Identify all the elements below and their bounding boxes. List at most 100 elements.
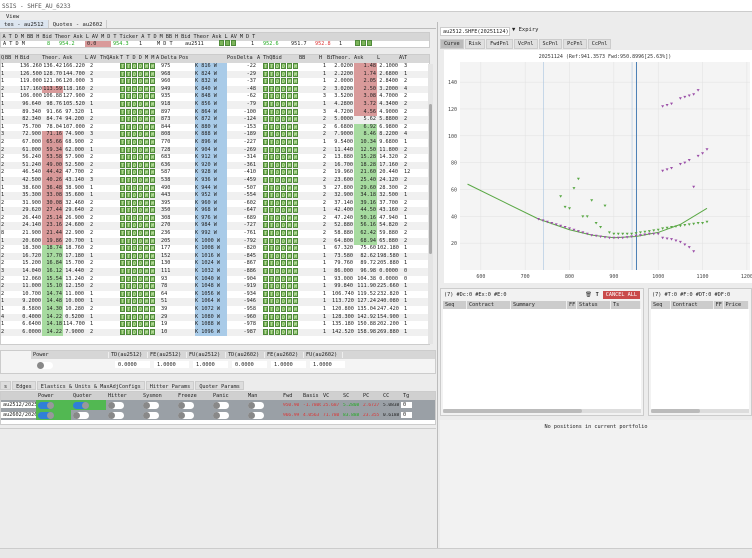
status-box[interactable]: T — [269, 192, 274, 199]
param-input[interactable]: 1.0000 — [310, 361, 345, 368]
status-box[interactable]: D — [138, 252, 143, 259]
status-box[interactable]: D — [138, 321, 143, 328]
status-box[interactable]: D — [281, 237, 286, 244]
status-box[interactable]: D — [132, 207, 137, 214]
status-box[interactable]: M — [293, 214, 298, 221]
status-box[interactable]: M — [144, 313, 149, 320]
status-box[interactable]: M — [150, 230, 155, 237]
status-box[interactable]: M — [144, 116, 149, 123]
status-box[interactable]: M — [293, 283, 298, 290]
status-box[interactable]: T — [269, 321, 274, 328]
param-input[interactable]: 1.0000 — [193, 361, 228, 368]
status-box[interactable]: M — [287, 207, 292, 214]
status-box[interactable]: M — [150, 222, 155, 229]
trash-icon[interactable]: 🗑 — [585, 292, 592, 298]
chart-tab-scpnl[interactable]: ScPnl — [538, 39, 563, 49]
status-box[interactable]: M — [287, 298, 292, 305]
toggle-switch[interactable] — [108, 401, 124, 409]
status-box[interactable]: D — [132, 93, 137, 100]
status-box[interactable]: D — [138, 138, 143, 145]
status-box[interactable]: M — [150, 184, 155, 191]
status-box[interactable]: D — [281, 230, 286, 237]
status-box[interactable]: M — [287, 131, 292, 138]
status-box[interactable]: D — [281, 192, 286, 199]
status-box[interactable]: M — [287, 63, 292, 69]
status-box[interactable]: T — [120, 63, 125, 69]
status-box[interactable]: D — [132, 85, 137, 92]
toggle-switch[interactable] — [143, 401, 159, 409]
status-box[interactable]: T — [263, 63, 268, 69]
status-box[interactable]: T — [263, 275, 268, 282]
status-box[interactable]: T — [126, 306, 131, 312]
status-box[interactable]: T — [120, 176, 125, 183]
status-box[interactable]: T — [126, 222, 131, 229]
orders-col-header[interactable]: Seq — [443, 301, 467, 309]
status-box[interactable]: M — [293, 237, 298, 244]
status-box[interactable]: T — [120, 268, 125, 275]
status-box[interactable]: T — [263, 230, 268, 237]
status-box[interactable]: D — [275, 116, 280, 123]
status-box[interactable]: M — [144, 268, 149, 275]
status-box[interactable]: T — [120, 298, 125, 305]
status-box[interactable]: T — [126, 230, 131, 237]
status-box[interactable]: T — [126, 70, 131, 77]
status-box[interactable]: M — [144, 176, 149, 183]
status-box[interactable]: T — [120, 70, 125, 77]
status-box[interactable]: M — [293, 85, 298, 92]
status-box[interactable]: M — [293, 146, 298, 153]
status-box[interactable]: M — [144, 131, 149, 138]
status-box[interactable]: T — [269, 306, 274, 312]
status-box[interactable]: D — [132, 184, 137, 191]
status-box[interactable]: T — [269, 328, 274, 335]
chart-tab-pcpnl[interactable]: PcPnl — [563, 39, 587, 49]
status-box[interactable]: T — [126, 252, 131, 259]
status-box[interactable]: T — [269, 161, 274, 168]
ticker-select[interactable]: au2512.SHFE(20251124) — [440, 27, 510, 36]
status-box[interactable]: M — [293, 116, 298, 123]
status-box[interactable]: M — [150, 70, 155, 77]
status-box[interactable]: M — [287, 306, 292, 312]
status-box[interactable]: D — [281, 116, 286, 123]
status-box[interactable]: T — [263, 154, 268, 161]
column-header[interactable]: A — [156, 55, 160, 61]
status-box[interactable]: T — [269, 184, 274, 191]
status-box[interactable]: T — [120, 321, 125, 328]
status-box[interactable]: M — [293, 138, 298, 145]
status-box[interactable]: T — [120, 192, 125, 199]
status-box[interactable]: T — [263, 169, 268, 176]
status-box[interactable]: M — [150, 283, 155, 290]
status-box[interactable]: D — [132, 252, 137, 259]
status-box[interactable]: T — [126, 63, 131, 69]
status-box[interactable]: T — [126, 199, 131, 206]
status-box[interactable]: D — [275, 138, 280, 145]
status-box[interactable]: D — [275, 283, 280, 290]
status-box[interactable]: D — [275, 245, 280, 252]
status-box[interactable]: T — [120, 237, 125, 244]
status-box[interactable]: D — [138, 93, 143, 100]
status-box[interactable]: M — [144, 70, 149, 77]
status-box[interactable]: T — [269, 146, 274, 153]
status-box[interactable]: M — [293, 306, 298, 312]
status-box[interactable]: T — [263, 108, 268, 115]
status-box[interactable]: D — [275, 70, 280, 77]
status-box[interactable]: M — [287, 192, 292, 199]
status-box[interactable]: M — [144, 169, 149, 176]
status-box[interactable]: T — [120, 275, 125, 282]
status-box[interactable]: M — [144, 63, 149, 69]
status-box[interactable]: D — [132, 108, 137, 115]
status-box[interactable]: D — [138, 123, 143, 130]
status-box[interactable]: D — [281, 298, 286, 305]
status-box[interactable]: T — [263, 146, 268, 153]
status-box[interactable]: M — [144, 108, 149, 115]
